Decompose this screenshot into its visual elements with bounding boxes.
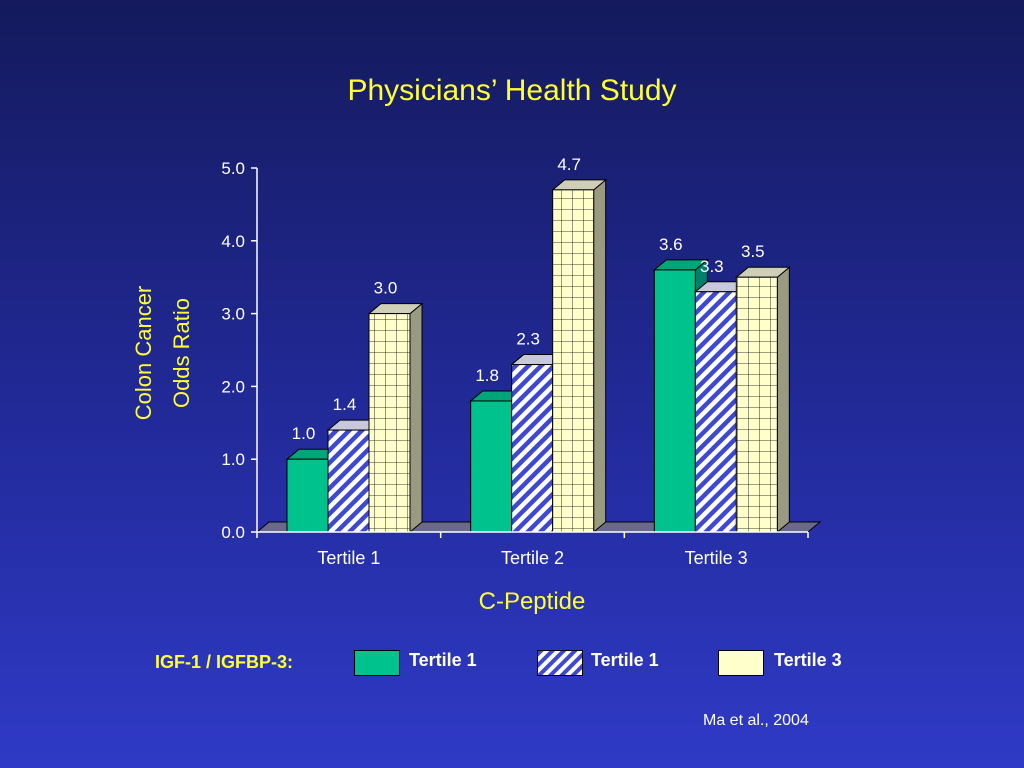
bar-value-label: 1.0 (292, 424, 316, 443)
bar-tertile-3-series-3 (734, 266, 791, 534)
bar-value-label: 3.0 (374, 279, 398, 298)
y-tick-label: 3.0 (221, 305, 245, 324)
bar-front-face (327, 429, 370, 533)
x-tick-label: Tertile 2 (501, 548, 564, 568)
bar-value-label: 1.8 (475, 366, 499, 385)
y-axis-title: Colon Cancer Odds Ratio (125, 286, 201, 421)
x-axis: Tertile 1 Tertile 2 Tertile 3 (256, 531, 809, 568)
legend-swatch-grid (718, 650, 764, 676)
x-axis-title: C-Peptide (478, 588, 586, 615)
data-labels: 1.0 1.4 3.0 1.8 2.3 4.7 3.6 3.3 3.5 (292, 155, 765, 443)
bar-tertile-1-series-3 (367, 302, 424, 534)
bar-tertile-2-series-3 (551, 178, 608, 534)
x-tick-label: Tertile 1 (317, 548, 380, 568)
y-axis-title-line-1: Colon Cancer (131, 285, 156, 421)
bar-value-label: 3.5 (741, 242, 765, 261)
y-tick-label: 1.0 (221, 450, 245, 469)
legend-swatch-hatched (537, 650, 583, 676)
y-tick-label: 2.0 (221, 377, 245, 396)
bar-side-face (593, 178, 607, 534)
y-tick-label: 0.0 (221, 523, 245, 542)
y-tick-label: 5.0 (221, 159, 245, 178)
bar-front-face (511, 364, 554, 533)
legend-title: IGF-1 / IGFBP-3: (155, 652, 294, 672)
bar-front-face (368, 313, 411, 533)
legend-label-1: Tertile 1 (409, 650, 477, 670)
y-tick-label: 4.0 (221, 232, 245, 251)
bar-side-face (776, 266, 790, 534)
legend-label-3: Tertile 3 (774, 650, 842, 670)
y-axis-title-line-2: Odds Ratio (169, 297, 194, 409)
bar-value-label: 3.6 (659, 235, 683, 254)
source-citation: Ma et al., 2004 (703, 712, 809, 729)
y-axis: 0.0 1.0 2.0 3.0 4.0 5.0 (221, 159, 258, 542)
bar-value-label: 3.3 (700, 257, 724, 276)
bar-front-face (735, 276, 778, 533)
x-tick-label: Tertile 3 (685, 548, 748, 568)
legend-swatch-solid (354, 650, 400, 676)
bar-front-face (552, 189, 595, 533)
bar-front-face (653, 269, 696, 533)
bars (285, 178, 791, 534)
bar-value-label: 1.4 (333, 395, 357, 414)
bar-value-label: 4.7 (557, 155, 581, 174)
bar-value-label: 2.3 (516, 330, 540, 349)
bar-front-face (470, 400, 513, 533)
bar-front-face (694, 291, 737, 533)
bar-front-face (286, 458, 329, 533)
slide-title: Physicians’ Health Study (347, 74, 677, 107)
legend-label-2: Tertile 1 (591, 650, 659, 670)
bar-side-face (409, 302, 423, 534)
bar-chart: 0.0 1.0 2.0 3.0 4.0 5.0 1.0 1.4 3.0 1.8 2.3 4.7 3.6… (221, 155, 822, 568)
